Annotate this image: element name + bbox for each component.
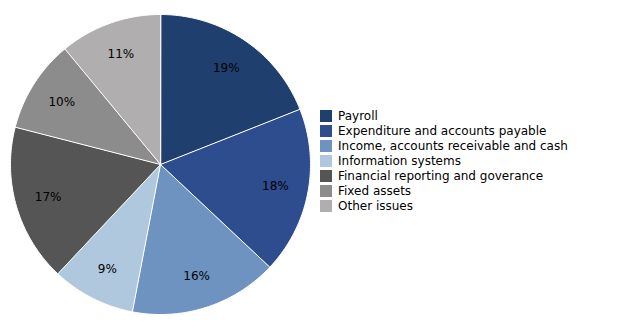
- html-text:Income, accounts receivable an: Income, accounts receivable and cash: [338, 138, 568, 153]
- svg-text:18%: 18%: [262, 179, 289, 193]
- html-text:Other issues: Other issues: [338, 198, 413, 213]
- svg-text:9%: 9%: [98, 262, 117, 276]
- svg-text:17%: 17%: [35, 190, 62, 204]
- html-text:Financial reporting and govera: Financial reporting and goverance: [338, 168, 544, 183]
- html-text:Information systems: Information systems: [338, 153, 461, 168]
- svg-text:16%: 16%: [183, 269, 210, 283]
- svg-text:11%: 11%: [108, 47, 135, 61]
- html-text:Payroll: Payroll: [338, 108, 378, 123]
- html-text:Fixed assets: Fixed assets: [338, 183, 412, 198]
- html-text:Expenditure and accounts payab: Expenditure and accounts payable: [338, 123, 547, 138]
- svg-text:19%: 19%: [213, 61, 240, 75]
- svg-text:10%: 10%: [48, 95, 75, 109]
